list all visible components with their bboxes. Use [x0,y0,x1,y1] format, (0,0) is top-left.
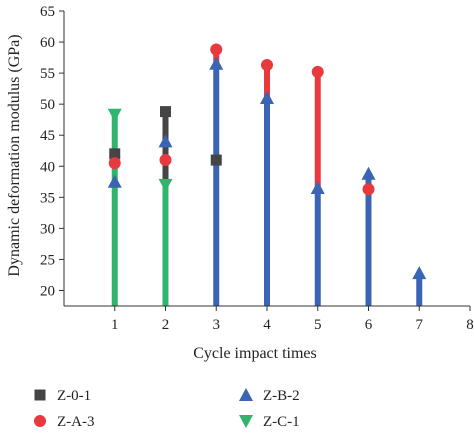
y-tick-label-60: 60 [40,35,55,51]
point-z-a-3-x3 [210,43,223,56]
legend-label-z-a-3: Z-A-3 [57,414,95,430]
legend-item-z-b-2: Z-B-2 [239,388,300,404]
y-tick-label-25: 25 [40,252,55,268]
point-z-a-3-x6 [362,183,375,196]
legend-label-z-b-2: Z-B-2 [263,388,300,404]
legend: Z-0-1 Z-B-2 Z-A-3 Z-C-1 [34,388,300,430]
point-z-c-1-x2 [158,178,173,192]
x-tick-label-5: 5 [314,317,322,333]
x-ticks: 1 2 3 4 5 6 7 8 [111,306,474,333]
point-z-b-2-x5 [310,181,325,194]
point-z-a-3-x1 [108,157,121,170]
legend-label-z-0-1: Z-0-1 [57,388,91,404]
point-z-b-2-x2 [158,134,173,148]
range-bar-x3-4 [213,49,220,64]
point-z-a-3-x2 [159,154,172,167]
legend-item-z-0-1: Z-0-1 [34,388,91,404]
legend-marker-z-b-2 [239,388,253,401]
y-axis-title: Dynamic deformation modulus (GPa) [6,34,23,276]
range-bars [111,49,423,307]
y-tick-label-65: 65 [40,4,55,20]
legend-item-z-a-3: Z-A-3 [34,414,95,430]
point-z-b-2-x4 [260,90,274,104]
point-z-b-2-x3 [209,56,224,70]
legend-marker-z-0-1 [34,389,46,401]
range-bar-x6-9 [365,173,372,306]
x-tick-label-7: 7 [416,317,424,333]
x-tick-label-3: 3 [213,317,221,333]
x-tick-label-4: 4 [263,317,271,333]
range-bar-x5-8 [314,71,321,188]
legend-marker-z-a-3 [34,415,46,427]
range-bar-x7-10 [416,273,423,306]
x-tick-label-8: 8 [466,317,474,333]
y-tick-label-55: 55 [40,66,55,82]
point-z-0-1-x3 [210,154,222,166]
y-ticks: 20 25 30 35 40 45 50 55 60 65 [40,4,64,299]
point-z-c-1-x1 [107,108,122,122]
data-points [107,43,427,280]
x-tick-label-2: 2 [162,317,170,333]
range-bar-x2-2 [162,111,169,185]
point-z-b-2-x1 [107,174,122,188]
x-tick-label-6: 6 [365,317,373,333]
y-tick-label-30: 30 [40,221,55,237]
point-z-b-2-x7 [412,266,427,280]
point-z-a-3-x5 [311,65,324,78]
y-tick-label-20: 20 [40,283,55,299]
y-tick-label-50: 50 [40,97,55,113]
point-z-a-3-x4 [261,59,273,72]
x-tick-label-1: 1 [111,317,119,333]
range-bar-x2-1 [162,184,169,306]
y-tick-label-35: 35 [40,190,55,206]
range-bar-x4-5 [264,97,270,307]
range-bar-x5-7 [314,188,321,306]
y-tick-label-40: 40 [40,159,55,175]
point-z-0-1-x1 [109,148,121,160]
range-bar-x3-3 [213,63,220,306]
x-axis-title: Cycle impact times [193,345,317,362]
legend-marker-z-c-1 [239,415,253,428]
legend-item-z-c-1: Z-C-1 [239,414,300,430]
point-z-0-1-x2 [160,106,171,118]
range-bar-x4-6 [264,65,270,98]
point-z-b-2-x6 [361,166,376,180]
legend-label-z-c-1: Z-C-1 [263,414,300,430]
range-bar-x1-0 [111,114,118,306]
y-tick-label-45: 45 [40,128,55,144]
